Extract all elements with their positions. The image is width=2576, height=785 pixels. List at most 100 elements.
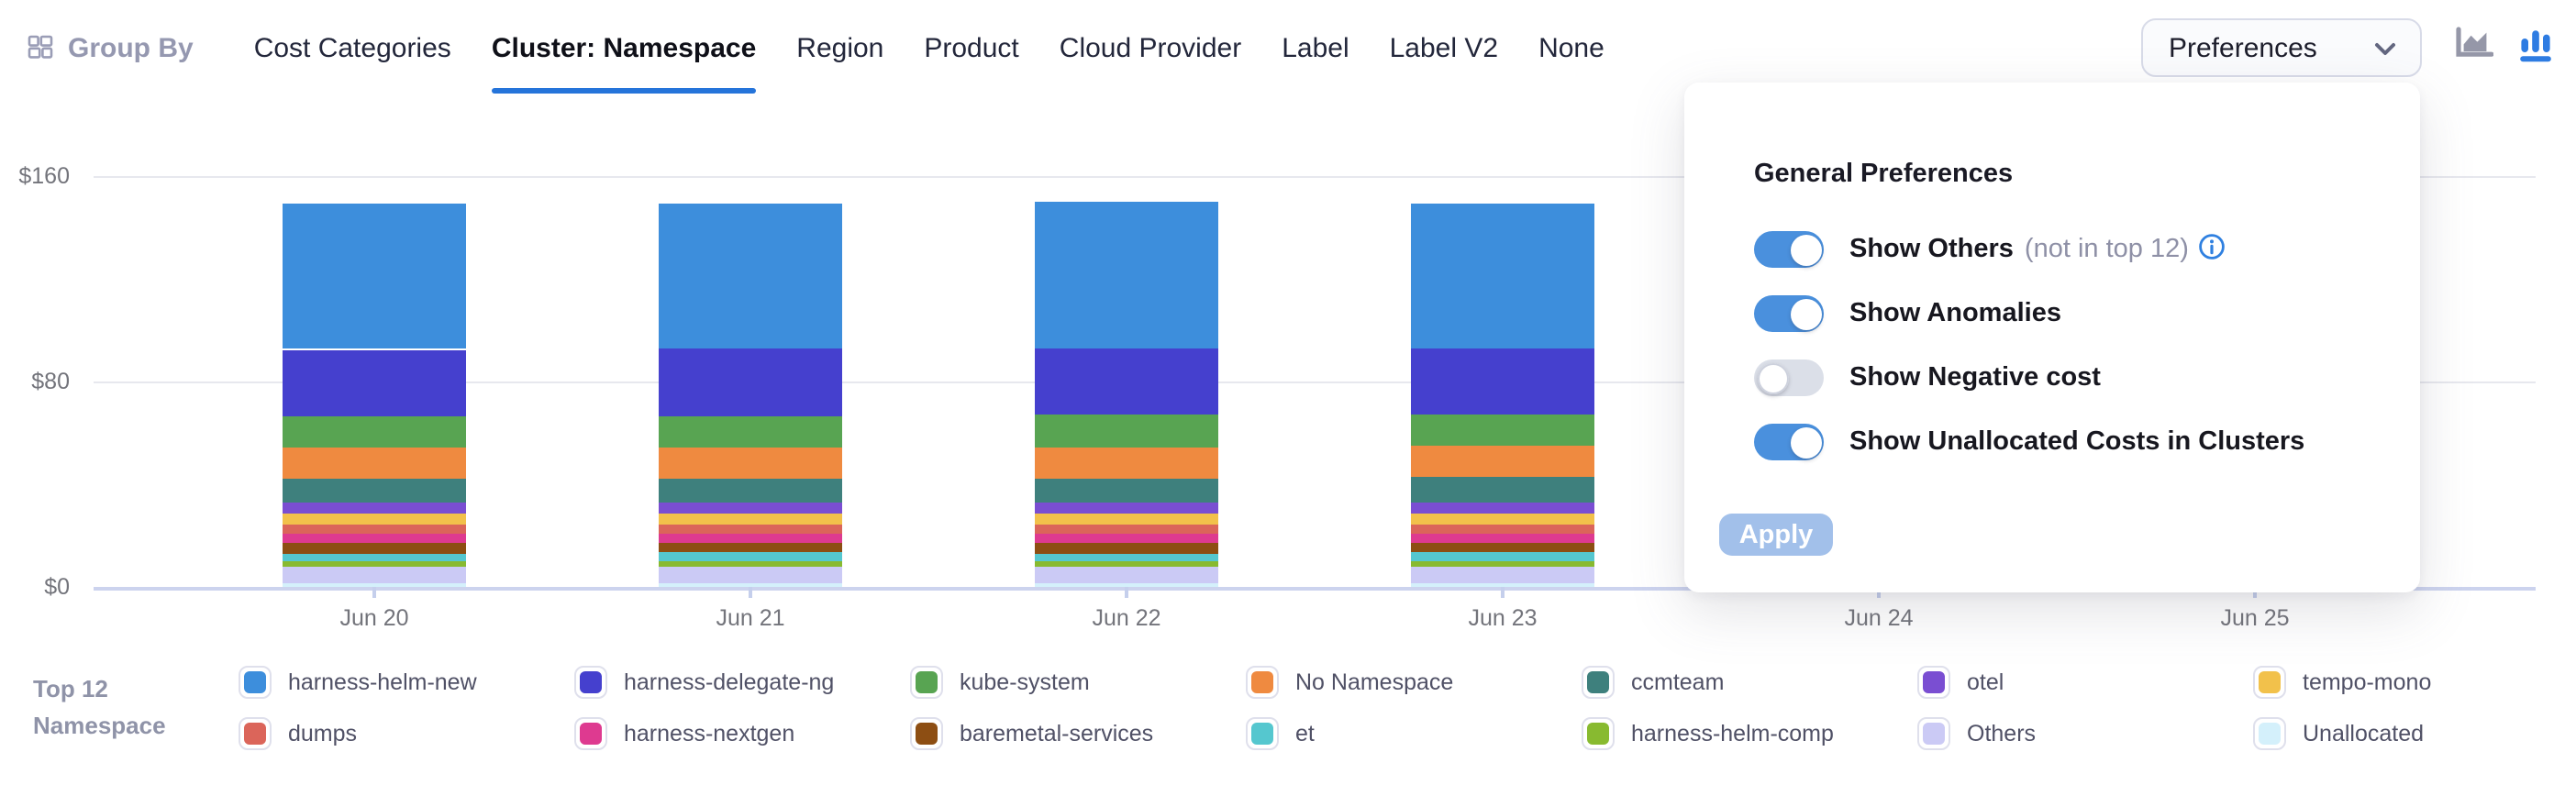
legend-item-baremetal-services[interactable]: baremetal-services — [910, 717, 1246, 750]
bar-segment-dumps[interactable] — [1411, 524, 1594, 534]
bar-segment-otel[interactable] — [1411, 502, 1594, 514]
apply-button[interactable]: Apply — [1719, 514, 1833, 556]
bar-segment-ccmteam[interactable] — [659, 478, 842, 503]
legend-swatch — [239, 666, 272, 699]
x-axis-tick-label: Jun 20 — [339, 605, 409, 631]
tab-label[interactable]: Label — [1282, 32, 1349, 63]
bar-segment-unallocated[interactable] — [1411, 583, 1594, 587]
bar-segment-harness-helm-comp[interactable] — [1035, 561, 1218, 567]
toggle-knob — [1757, 362, 1788, 393]
legend-item-ccmteam[interactable]: ccmteam — [1582, 666, 1917, 699]
bar-segment-harness-delegate-ng[interactable] — [1411, 348, 1594, 415]
bar-segment-harness-helm-new[interactable] — [1411, 203, 1594, 349]
legend-item-tempo-mono[interactable]: tempo-mono — [2253, 666, 2576, 699]
legend-item-otel[interactable]: otel — [1917, 666, 2253, 699]
bar-segment-harness-helm-new[interactable] — [659, 203, 842, 348]
bar-segment-no-namespace[interactable] — [1035, 447, 1218, 479]
bar-segment-unallocated[interactable] — [659, 583, 842, 587]
x-axis-tick-label: Jun 23 — [1468, 605, 1538, 631]
bar-segment-unallocated[interactable] — [283, 583, 466, 587]
bar-segment-others[interactable] — [659, 566, 842, 584]
bar-segment-otel[interactable] — [283, 502, 466, 514]
bar-segment-tempo-mono[interactable] — [1035, 514, 1218, 525]
tab-cost-categories[interactable]: Cost Categories — [253, 32, 451, 63]
bar-segment-harness-nextgen[interactable] — [1411, 534, 1594, 544]
bar-segment-et[interactable] — [1035, 553, 1218, 561]
bar-segment-tempo-mono[interactable] — [659, 514, 842, 525]
bar-segment-et[interactable] — [283, 553, 466, 561]
show-negative-cost-toggle[interactable] — [1754, 359, 1824, 396]
bar-segment-harness-helm-comp[interactable] — [283, 561, 466, 567]
tab-label-v2[interactable]: Label V2 — [1389, 32, 1499, 63]
bar-segment-harness-helm-comp[interactable] — [1411, 560, 1594, 567]
toggle-knob — [1790, 298, 1821, 329]
bar-segment-ccmteam[interactable] — [283, 478, 466, 503]
tab-cloud-provider[interactable]: Cloud Provider — [1059, 32, 1242, 63]
legend-swatch — [1917, 666, 1950, 699]
legend-item-label: otel — [1967, 669, 2004, 695]
bar-segment-ccmteam[interactable] — [1035, 478, 1218, 503]
bar-segment-et[interactable] — [659, 552, 842, 561]
preferences-dropdown[interactable]: Preferences — [2141, 18, 2422, 77]
gridline — [94, 176, 2536, 178]
legend-item-harness-delegate-ng[interactable]: harness-delegate-ng — [574, 666, 910, 699]
legend-item-dumps[interactable]: dumps — [239, 717, 574, 750]
legend-item-label: harness-delegate-ng — [624, 669, 835, 695]
bar-segment-ccmteam[interactable] — [1411, 477, 1594, 503]
legend-item-no-namespace[interactable]: No Namespace — [1246, 666, 1582, 699]
bar-segment-tempo-mono[interactable] — [283, 514, 466, 525]
bar-segment-tempo-mono[interactable] — [1411, 513, 1594, 525]
show-others-toggle[interactable] — [1754, 231, 1824, 268]
bar-segment-kube-system[interactable] — [1035, 415, 1218, 448]
bar-segment-harness-helm-new[interactable] — [283, 203, 466, 349]
legend-item-label: Others — [1967, 721, 2037, 746]
bar-segment-baremetal-services[interactable] — [283, 543, 466, 553]
tab-region[interactable]: Region — [796, 32, 884, 63]
bar-segment-harness-nextgen[interactable] — [1035, 534, 1218, 544]
tab-none[interactable]: None — [1538, 32, 1604, 63]
bar-segment-harness-delegate-ng[interactable] — [1035, 348, 1218, 415]
header-right: Preferences — [2141, 18, 2552, 77]
area-chart-icon[interactable] — [2453, 26, 2494, 70]
legend-item-unallocated[interactable]: Unallocated — [2253, 717, 2576, 750]
bar-segment-harness-helm-new[interactable] — [1035, 201, 1218, 349]
show-unallocated-costs-in-clusters-toggle[interactable] — [1754, 424, 1824, 460]
bar-segment-baremetal-services[interactable] — [1035, 543, 1218, 553]
bar-segment-harness-delegate-ng[interactable] — [659, 348, 842, 416]
legend-item-harness-nextgen[interactable]: harness-nextgen — [574, 717, 910, 750]
legend-item-others[interactable]: Others — [1917, 717, 2253, 750]
legend-item-harness-helm-new[interactable]: harness-helm-new — [239, 666, 574, 699]
bar-chart-icon[interactable] — [2519, 25, 2552, 71]
bar-segment-kube-system[interactable] — [283, 415, 466, 448]
bar-segment-baremetal-services[interactable] — [1411, 543, 1594, 553]
bar-segment-others[interactable] — [1411, 566, 1594, 584]
bar-segment-others[interactable] — [283, 566, 466, 584]
bar-segment-et[interactable] — [1411, 552, 1594, 561]
bar-segment-kube-system[interactable] — [1411, 415, 1594, 447]
legend-title: Top 12 Namespace — [33, 671, 166, 745]
bar-segment-no-namespace[interactable] — [1411, 446, 1594, 478]
legend-item-et[interactable]: et — [1246, 717, 1582, 750]
info-icon[interactable] — [2198, 232, 2226, 267]
bar-segment-otel[interactable] — [659, 502, 842, 514]
tab-product[interactable]: Product — [924, 32, 1019, 63]
bar-segment-no-namespace[interactable] — [283, 447, 466, 479]
bar-segment-harness-delegate-ng[interactable] — [283, 349, 466, 416]
bar-segment-harness-nextgen[interactable] — [283, 534, 466, 544]
bar-segment-harness-helm-comp[interactable] — [659, 560, 842, 567]
tab-cluster-namespace[interactable]: Cluster: Namespace — [491, 28, 757, 93]
bar-segment-dumps[interactable] — [1035, 525, 1218, 535]
preference-row-show-unallocated-costs-in-clusters: Show Unallocated Costs in Clusters — [1754, 424, 2376, 460]
bar-segment-dumps[interactable] — [659, 525, 842, 535]
bar-segment-others[interactable] — [1035, 566, 1218, 584]
bar-segment-kube-system[interactable] — [659, 415, 842, 448]
legend-item-harness-helm-comp[interactable]: harness-helm-comp — [1582, 717, 1917, 750]
bar-segment-unallocated[interactable] — [1035, 583, 1218, 587]
bar-segment-dumps[interactable] — [283, 525, 466, 535]
bar-segment-harness-nextgen[interactable] — [659, 534, 842, 544]
bar-segment-baremetal-services[interactable] — [659, 543, 842, 553]
legend-item-kube-system[interactable]: kube-system — [910, 666, 1246, 699]
bar-segment-no-namespace[interactable] — [659, 447, 842, 479]
show-anomalies-toggle[interactable] — [1754, 295, 1824, 332]
bar-segment-otel[interactable] — [1035, 502, 1218, 514]
